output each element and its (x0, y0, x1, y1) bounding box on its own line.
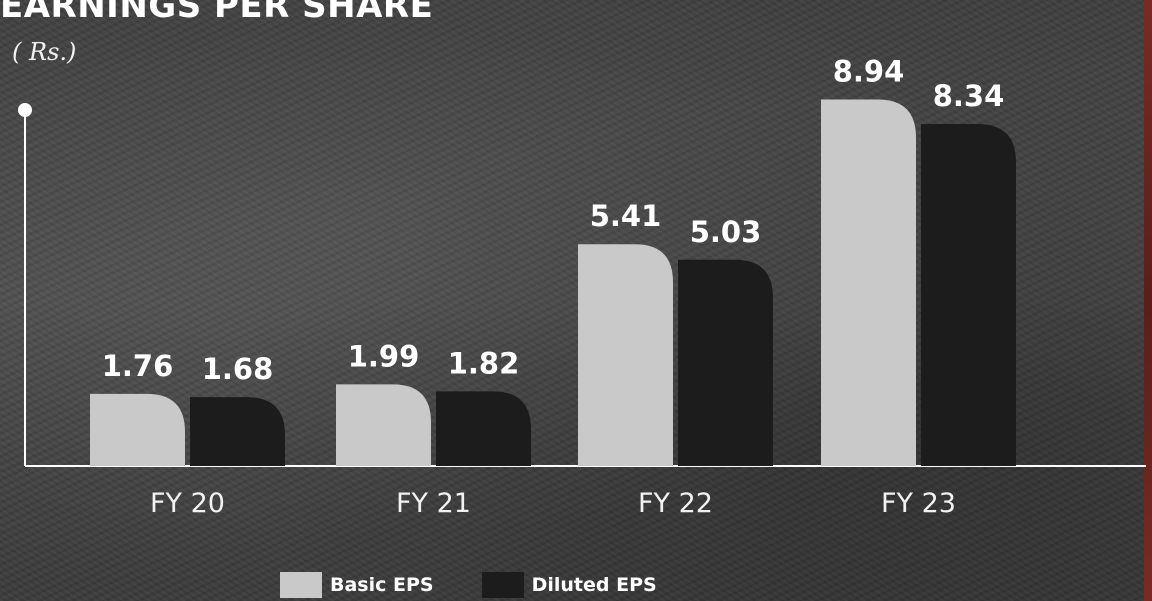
legend-swatch-basic (280, 572, 322, 598)
value-labels: 1.76 1.68 1.99 1.82 5.41 5.03 8.94 8.34 (102, 54, 1005, 386)
bar-diluted-fy22 (678, 259, 773, 466)
legend-label-diluted: Diluted EPS (531, 574, 657, 596)
bar-basic-fy22 (578, 244, 673, 466)
value-label-basic-fy23: 8.94 (833, 54, 905, 88)
legend-label-basic: Basic EPS (330, 574, 434, 596)
bar-basic-fy20 (90, 393, 185, 466)
bar-diluted-fy23 (921, 124, 1016, 466)
x-tick-fy20: FY 20 (150, 488, 225, 519)
bars (90, 99, 1016, 467)
x-tick-fy22: FY 22 (638, 488, 713, 519)
bar-diluted-fy21 (436, 391, 531, 466)
legend-item-diluted: Diluted EPS (481, 572, 657, 598)
y-axis-dot (18, 103, 32, 117)
value-label-diluted-fy20: 1.68 (202, 352, 274, 386)
value-label-diluted-fy21: 1.82 (448, 346, 520, 380)
bar-diluted-fy20 (190, 397, 285, 466)
legend-item-basic: Basic EPS (280, 572, 434, 598)
chart-title: EARNINGS PER SHARE (0, 0, 434, 26)
bar-basic-fy21 (336, 384, 431, 466)
value-label-basic-fy20: 1.76 (102, 349, 174, 383)
value-label-diluted-fy23: 8.34 (933, 79, 1005, 113)
value-label-diluted-fy22: 5.03 (690, 215, 762, 249)
value-label-basic-fy21: 1.99 (348, 339, 420, 373)
chart-unit: ( Rs.) (12, 38, 77, 66)
x-tick-labels: FY 20 FY 21 FY 22 FY 23 (150, 488, 956, 519)
value-label-basic-fy22: 5.41 (590, 199, 662, 233)
x-tick-fy21: FY 21 (396, 488, 471, 519)
legend: Basic EPS Diluted EPS (280, 570, 657, 600)
x-tick-fy23: FY 23 (881, 488, 956, 519)
right-edge-border (1144, 0, 1152, 601)
legend-swatch-diluted (481, 572, 524, 598)
bar-basic-fy23 (821, 99, 916, 467)
